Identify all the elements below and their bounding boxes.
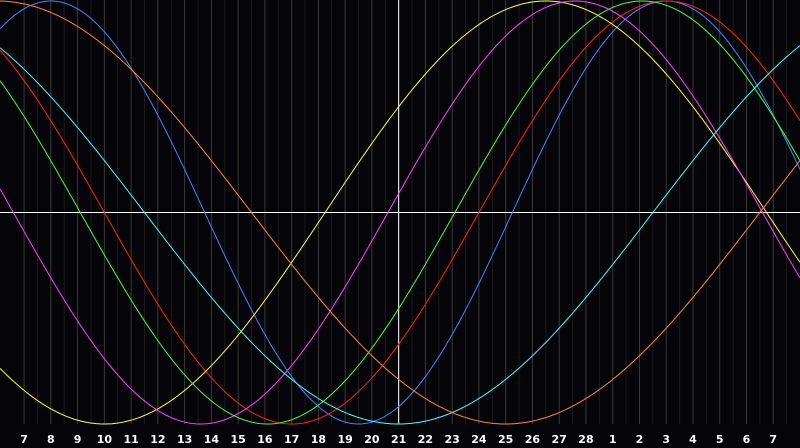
series-line-4 — [0, 0, 800, 425]
x-tick-label: 12 — [150, 433, 165, 446]
series-lines — [0, 0, 800, 425]
x-tick-label: 11 — [123, 433, 138, 446]
x-tick-label: 27 — [552, 433, 567, 446]
x-tick-label: 8 — [47, 433, 55, 446]
x-tick-label: 24 — [471, 433, 487, 446]
x-tick-label: 4 — [689, 433, 697, 446]
x-tick-label: 5 — [716, 433, 724, 446]
x-tick-label: 10 — [97, 433, 113, 446]
x-tick-label: 28 — [578, 433, 593, 446]
x-tick-label: 2 — [636, 433, 644, 446]
x-tick-label: 14 — [204, 433, 220, 446]
x-tick-label: 1 — [609, 433, 617, 446]
x-tick-label: 19 — [337, 433, 352, 446]
series-line-7 — [0, 0, 800, 425]
x-tick-label: 25 — [498, 433, 513, 446]
series-line-6 — [0, 45, 800, 425]
x-tick-label: 7 — [769, 433, 777, 446]
series-line-2 — [0, 0, 800, 425]
x-tick-label: 21 — [391, 433, 406, 446]
x-tick-labels: 7 8 9 10 11 12 13 14 15 16 17 18 19 20 21 22 23 24 25 26 27 2… — [20, 433, 777, 446]
x-tick-label: 17 — [284, 433, 299, 446]
series-line-3 — [0, 0, 800, 425]
series-line-5 — [0, 0, 800, 425]
x-tick-label: 6 — [743, 433, 751, 446]
x-tick-label: 13 — [177, 433, 192, 446]
x-tick-label: 15 — [230, 433, 245, 446]
x-tick-label: 9 — [74, 433, 82, 446]
x-tick-label: 20 — [364, 433, 380, 446]
x-tick-label: 3 — [662, 433, 670, 446]
x-tick-label: 22 — [418, 433, 433, 446]
x-tick-label: 18 — [311, 433, 326, 446]
x-tick-label: 26 — [525, 433, 541, 446]
crosshair — [0, 0, 800, 424]
x-tick-label: 16 — [257, 433, 273, 446]
x-tick-label: 23 — [445, 433, 460, 446]
x-tick-label: 7 — [20, 433, 28, 446]
